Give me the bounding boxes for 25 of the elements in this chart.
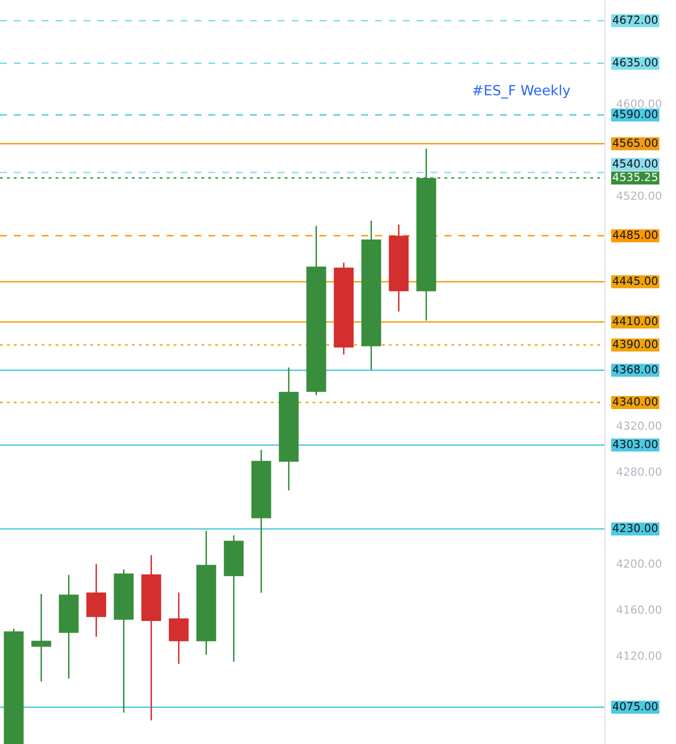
y-tick-label: 4600.00 — [616, 99, 662, 108]
ref-line-label: 4368.00 — [612, 365, 658, 374]
y-tick-label: 4160.00 — [616, 605, 662, 614]
candlestick — [168, 592, 189, 664]
ref-line-label: 4390.00 — [612, 340, 658, 348]
y-tick-label: 4200.00 — [616, 559, 662, 568]
ref-line-label: 4445.00 — [612, 276, 658, 285]
candlestick — [31, 594, 52, 682]
ref-line-label: 4303.00 — [612, 440, 658, 448]
y-tick-label: 4320.00 — [616, 421, 662, 430]
ref-line-label: 4672.00 — [612, 16, 658, 24]
ref-line-label: 4635.00 — [612, 58, 658, 66]
ref-line-label: 4540.00 — [612, 159, 658, 168]
ref-line-label: 4485.00 — [612, 230, 658, 239]
y-tick-label: 4120.00 — [616, 651, 662, 660]
y-tick-label: 4280.00 — [616, 467, 662, 476]
ref-line-label: 4075.00 — [612, 702, 658, 710]
ref-line-label: 4590.00 — [612, 110, 658, 118]
ref-line-label: 4230.00 — [612, 524, 658, 532]
ref-line-label: 4535.25 — [612, 172, 658, 182]
ref-line-label: 4410.00 — [612, 316, 658, 326]
annotation: #ES_F Weekly — [472, 84, 570, 99]
ref-line-label: 4340.00 — [612, 397, 658, 406]
ref-line-label: 4565.00 — [612, 138, 658, 147]
y-tick-label: 4520.00 — [616, 191, 662, 200]
